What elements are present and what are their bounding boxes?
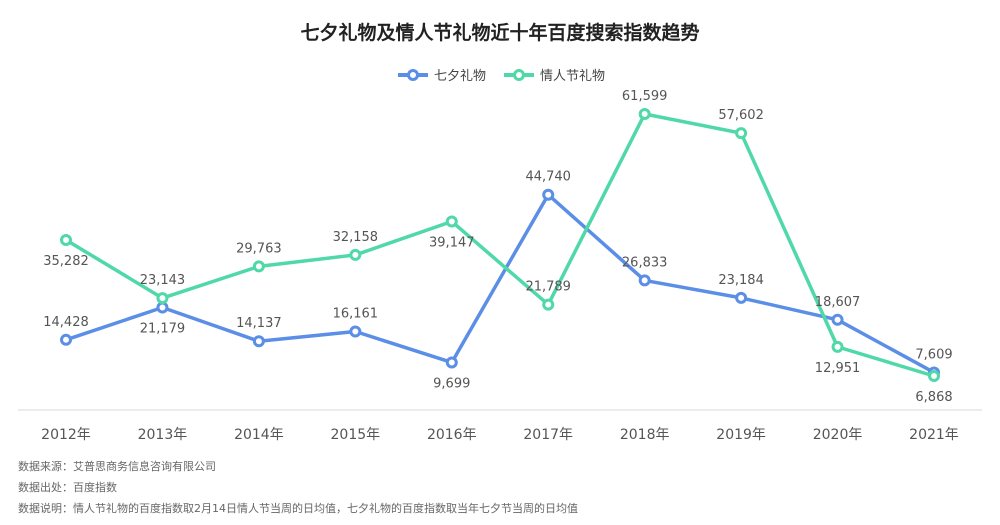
x-tick-label: 2018年 bbox=[620, 427, 670, 443]
data-point[interactable] bbox=[445, 215, 458, 228]
data-label: 18,607 bbox=[815, 295, 861, 310]
data-label: 35,282 bbox=[43, 254, 89, 269]
data-label: 57,602 bbox=[718, 108, 764, 123]
footer-note: 数据说明：情人节礼物的百度指数取2月14日情人节当周的日均值，七夕礼物的百度指数… bbox=[18, 501, 578, 515]
data-label: 6,868 bbox=[915, 390, 952, 405]
data-point[interactable] bbox=[928, 370, 940, 382]
data-label: 12,951 bbox=[815, 361, 861, 376]
data-point[interactable] bbox=[542, 188, 555, 201]
data-label: 29,763 bbox=[236, 241, 282, 256]
data-point[interactable] bbox=[156, 292, 169, 305]
data-label: 14,137 bbox=[236, 316, 282, 331]
data-labels: 14,428 21,179 14,137 16,161 9,699 44,740 26,83… bbox=[43, 89, 952, 405]
data-point[interactable] bbox=[735, 127, 748, 140]
data-label: 44,740 bbox=[525, 170, 571, 185]
footer-source: 数据来源：艾普思商务信息咨询有限公司 bbox=[18, 459, 216, 473]
data-label: 21,789 bbox=[525, 280, 571, 295]
data-label: 9,699 bbox=[433, 376, 470, 391]
x-tick-label: 2012年 bbox=[41, 427, 91, 443]
x-tick-label: 2015年 bbox=[331, 427, 381, 443]
data-point[interactable] bbox=[542, 298, 555, 311]
data-point[interactable] bbox=[445, 356, 458, 369]
x-tick-label: 2020年 bbox=[813, 427, 863, 443]
series-line bbox=[64, 192, 936, 375]
legend: 七夕礼物 情人节礼物 bbox=[398, 68, 605, 84]
x-tick-label: 2019年 bbox=[716, 427, 766, 443]
legend-marker-qixi bbox=[407, 69, 419, 81]
series-layer bbox=[60, 108, 940, 382]
data-label: 21,179 bbox=[140, 321, 186, 336]
data-label: 32,158 bbox=[333, 230, 379, 245]
data-point[interactable] bbox=[638, 108, 651, 120]
x-axis-ticks: 2012年 2013年 2014年 2015年 2016年 2017年 2018年 2019年… bbox=[41, 427, 959, 443]
series-qixi bbox=[60, 188, 940, 379]
data-point[interactable] bbox=[349, 325, 362, 338]
data-label: 61,599 bbox=[622, 89, 668, 104]
data-label: 14,428 bbox=[43, 315, 89, 330]
series-valentine bbox=[60, 108, 940, 382]
data-label: 23,184 bbox=[718, 273, 764, 288]
data-point[interactable] bbox=[252, 335, 265, 348]
x-tick-label: 2016年 bbox=[427, 427, 477, 443]
x-tick-label: 2021年 bbox=[909, 427, 959, 443]
x-tick-label: 2014年 bbox=[234, 427, 284, 443]
chart-title: 七夕礼物及情人节礼物近十年百度搜索指数趋势 bbox=[300, 21, 699, 44]
data-label: 26,833 bbox=[622, 255, 668, 270]
legend-label-valentine: 情人节礼物 bbox=[540, 68, 605, 84]
legend-item-qixi[interactable]: 七夕礼物 bbox=[398, 68, 486, 84]
data-label: 7,609 bbox=[915, 347, 952, 362]
x-tick-label: 2013年 bbox=[138, 427, 188, 443]
data-label: 23,143 bbox=[140, 273, 186, 288]
data-label: 39,147 bbox=[429, 235, 475, 250]
data-point[interactable] bbox=[638, 274, 651, 287]
x-tick-label: 2017年 bbox=[523, 427, 573, 443]
legend-label-qixi: 七夕礼物 bbox=[434, 68, 486, 84]
data-point[interactable] bbox=[60, 333, 72, 346]
data-point[interactable] bbox=[349, 248, 362, 261]
series-line bbox=[64, 112, 936, 378]
data-label: 16,161 bbox=[333, 307, 379, 322]
data-point[interactable] bbox=[252, 260, 265, 273]
data-point[interactable] bbox=[831, 340, 844, 353]
legend-item-valentine[interactable]: 情人节礼物 bbox=[504, 68, 605, 84]
footer-origin: 数据出处：百度指数 bbox=[18, 480, 117, 494]
data-point[interactable] bbox=[831, 313, 844, 326]
data-point[interactable] bbox=[735, 291, 748, 304]
data-point[interactable] bbox=[156, 301, 169, 314]
legend-marker-valentine bbox=[513, 69, 525, 81]
data-point[interactable] bbox=[60, 233, 72, 246]
